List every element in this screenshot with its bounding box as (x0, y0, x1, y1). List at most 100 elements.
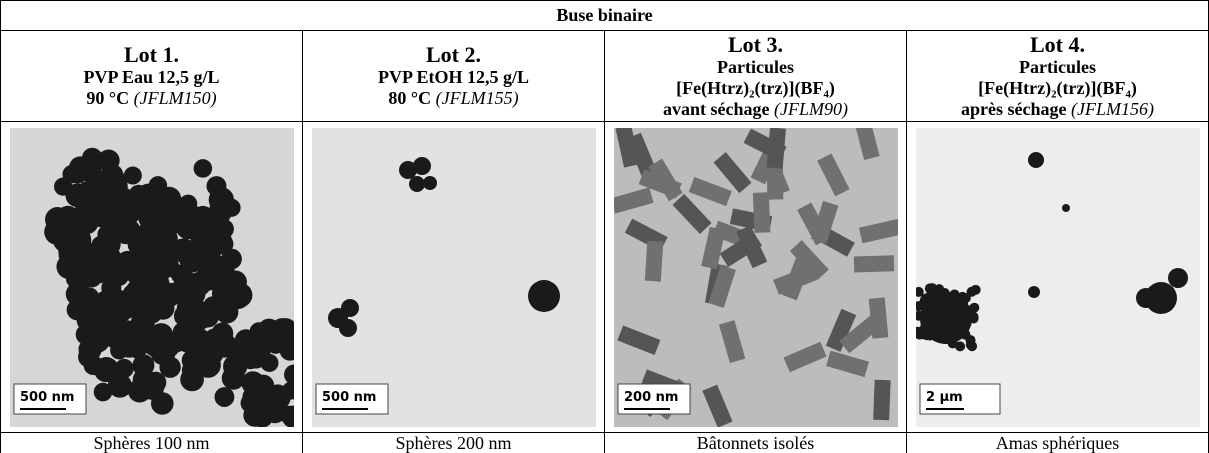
header-cell: Lot 2. PVP EtOH 12,5 g/L 80 °C (JFLM155) (302, 30, 605, 122)
description-cell: Bâtonnets isolés (604, 432, 907, 453)
particle (58, 241, 83, 267)
scale-bar-label: 2 µm (926, 390, 963, 405)
particle (247, 388, 267, 407)
rod (671, 193, 712, 234)
particle (96, 242, 118, 264)
particle (132, 368, 155, 391)
rod (853, 254, 894, 273)
particle (1135, 287, 1156, 308)
lot-line: PVP Eau 12,5 g/L (83, 67, 220, 87)
particle (110, 212, 131, 233)
lot-condition-line: après séchage (JFLM156) (907, 99, 1208, 120)
particle (412, 156, 431, 175)
particle (920, 318, 931, 329)
particle (281, 380, 294, 400)
particle (220, 248, 242, 269)
particle (181, 358, 206, 382)
particle (920, 293, 931, 304)
rod (825, 308, 856, 352)
particle (954, 340, 965, 351)
lot-label: Lot 2. (426, 42, 481, 67)
particle (208, 336, 229, 357)
lot-line: [Fe(Htrz)₂(trz)](BF₄) (978, 77, 1137, 98)
particle (949, 314, 960, 325)
particle (915, 310, 924, 321)
particle (1061, 203, 1070, 212)
particle (281, 405, 294, 427)
rod (613, 186, 654, 214)
particle (132, 315, 152, 335)
particle (340, 298, 359, 317)
table-title: Buse binaire (0, 0, 1209, 31)
header-cell: Lot 1. PVP Eau 12,5 g/L 90 °C (JFLM150) (0, 30, 303, 122)
rod (825, 350, 869, 377)
particle (170, 264, 190, 284)
rod (868, 296, 888, 339)
header-cell: Lot 3. Particules [Fe(Htrz)₂(trz)](BF₄) ava… (604, 30, 907, 122)
particle (144, 237, 170, 263)
rod (688, 176, 732, 206)
particle (96, 224, 117, 244)
particle (156, 282, 181, 307)
particle (208, 186, 234, 212)
particle (150, 391, 174, 415)
particle (261, 391, 281, 411)
image-cell: 500 nm (302, 121, 605, 433)
particle (96, 320, 117, 341)
particle (944, 303, 955, 314)
micrograph: 2 µm (915, 127, 1200, 427)
rod (647, 158, 683, 201)
particle (959, 329, 970, 340)
particle (246, 340, 270, 365)
particle (96, 149, 120, 172)
reference: (JFLM156) (1071, 98, 1154, 119)
scale-bar-label: 500 nm (322, 390, 376, 405)
particles (43, 147, 294, 427)
rod (625, 132, 656, 176)
particle (66, 298, 88, 320)
reference: (JFLM155) (435, 88, 519, 108)
lot-line: Particules (717, 56, 794, 77)
particle (338, 318, 357, 337)
particle (154, 332, 180, 358)
particle (79, 159, 102, 182)
rod (789, 239, 829, 280)
particle (148, 175, 167, 195)
particle (184, 292, 203, 312)
lot-condition-line: avant séchage (JFLM90) (605, 99, 906, 120)
particle (1027, 151, 1044, 168)
particle (924, 330, 935, 341)
particle (128, 285, 153, 310)
particle (1027, 285, 1040, 298)
lot-label: Lot 1. (124, 42, 179, 67)
description-cell: Sphères 100 nm (0, 432, 303, 453)
rod (707, 264, 736, 308)
micrograph: 200 nm (613, 127, 898, 427)
particle (939, 287, 950, 298)
particle (214, 299, 233, 318)
rod (783, 341, 827, 372)
particle (186, 239, 209, 262)
particle (181, 319, 205, 343)
rod (872, 379, 891, 420)
particle (74, 260, 99, 285)
description-cell: Sphères 200 nm (302, 432, 605, 453)
particle (222, 353, 247, 379)
particle (926, 282, 937, 293)
rod (858, 218, 898, 243)
particle (942, 327, 953, 338)
condition: avant séchage (663, 98, 770, 119)
micrograph: 500 nm (311, 127, 596, 427)
particle (203, 252, 224, 273)
rod (810, 200, 838, 244)
rod (853, 127, 880, 160)
particle (915, 286, 924, 297)
description-cell: Amas sphériques (906, 432, 1209, 453)
particle (98, 182, 117, 201)
header-cell: Lot 4. Particules [Fe(Htrz)₂(trz)](BF₄) apr… (906, 30, 1209, 122)
lot-line: PVP EtOH 12,5 g/L (377, 67, 529, 87)
particle (929, 310, 940, 321)
scale-bar-label: 200 nm (624, 390, 678, 405)
particle (214, 386, 234, 407)
